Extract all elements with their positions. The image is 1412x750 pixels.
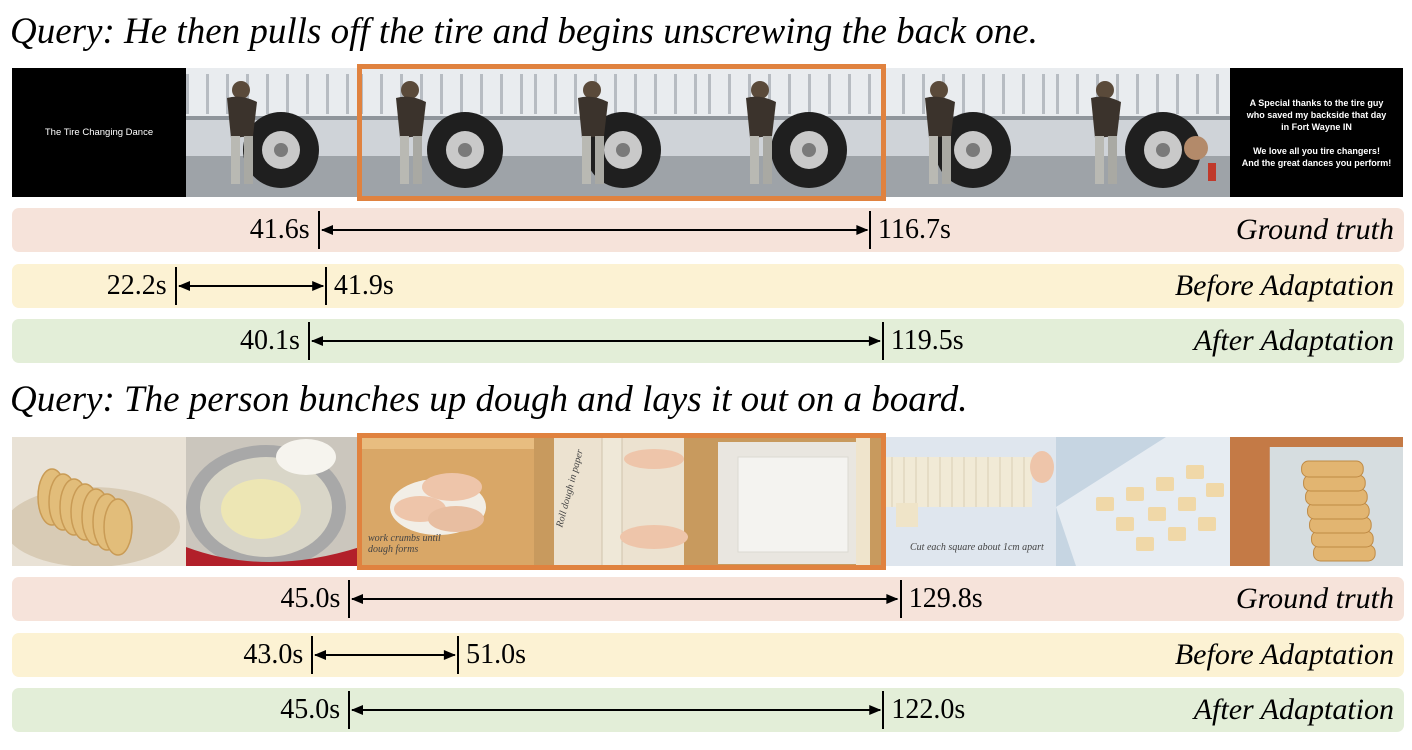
row-label: Before Adaptation bbox=[1174, 269, 1394, 302]
interval-start-time: 43.0s bbox=[243, 639, 304, 670]
row-before-adaptation-2: Before Adaptation 43.0s 51.0s bbox=[12, 633, 1404, 677]
frame-cookies-plate bbox=[12, 437, 186, 566]
interval-end-time: 129.8s bbox=[908, 583, 983, 614]
interval-end-tick bbox=[882, 691, 885, 729]
frame-caption: Cut each square about 1cm apart bbox=[910, 542, 1044, 553]
frame-title-card: The Tire Changing Dance bbox=[12, 68, 186, 197]
interval-end-time: 51.0s bbox=[466, 639, 527, 670]
ground-truth-highlight-box-2 bbox=[357, 433, 886, 570]
interval-end-time: 119.5s bbox=[890, 325, 964, 356]
query-2-text: Query: The person bunches up dough and l… bbox=[10, 379, 968, 420]
frame-tire-3 bbox=[534, 68, 708, 197]
frame-credits-card: A Special thanks to the tire guy who sav… bbox=[1230, 68, 1403, 197]
interval-arrow bbox=[351, 589, 899, 609]
frame-mixing-bowl bbox=[186, 437, 360, 566]
interval-arrow bbox=[177, 276, 324, 296]
frame-tire-6 bbox=[1056, 68, 1230, 197]
interval-start-time: 22.2s bbox=[106, 270, 167, 301]
interval-start-tick bbox=[317, 211, 320, 249]
row-label: Ground truth bbox=[1235, 213, 1394, 246]
interval-end-tick bbox=[899, 580, 902, 618]
row-label: After Adaptation bbox=[1193, 324, 1394, 357]
interval-end-tick bbox=[457, 636, 460, 674]
interval-start-tick bbox=[311, 636, 314, 674]
row-label: Ground truth bbox=[1235, 582, 1394, 615]
frame-cut-squares: Cut each square about 1cm apart bbox=[882, 437, 1056, 566]
interval-end-tick bbox=[869, 211, 872, 249]
frame-dough-hands: work crumbs until dough forms bbox=[360, 437, 534, 566]
row-after-adaptation-2: After Adaptation 45.0s 122.0s bbox=[12, 688, 1404, 732]
interval-arrow bbox=[310, 331, 881, 351]
row-ground-truth-1: Ground truth 41.6s 116.7s bbox=[12, 208, 1404, 252]
frame-tire-5 bbox=[882, 68, 1056, 197]
interval-start-time: 40.1s bbox=[240, 325, 300, 356]
interval-end-time: 122.0s bbox=[891, 694, 966, 725]
interval-arrow bbox=[314, 645, 457, 665]
frame-cookie-stack bbox=[1230, 437, 1403, 566]
frame-rolled-dough bbox=[708, 437, 882, 566]
video-frames-strip-2: work crumbs until dough forms Roll dough… bbox=[12, 433, 1403, 570]
row-label: Before Adaptation bbox=[1174, 638, 1394, 671]
row-before-adaptation-1: Before Adaptation 22.2s 41.9s bbox=[12, 264, 1404, 308]
video-frames-strip-1: The Tire Changing Dance A Special thanks… bbox=[12, 64, 1403, 201]
frame-tire-4 bbox=[708, 68, 882, 197]
row-label: After Adaptation bbox=[1193, 693, 1394, 726]
interval-start-tick bbox=[348, 691, 351, 729]
interval-start-time: 45.0s bbox=[280, 583, 341, 614]
credits-card-text: A Special thanks to the tire guy who sav… bbox=[1241, 97, 1392, 168]
frame-rolling-pin: Roll dough in paper bbox=[534, 437, 708, 566]
interval-end-tick bbox=[324, 267, 327, 305]
interval-start-tick bbox=[307, 322, 310, 360]
frame-caption: work crumbs until dough forms bbox=[368, 533, 441, 555]
interval-arrow bbox=[351, 700, 882, 720]
ground-truth-highlight-box-1 bbox=[357, 64, 886, 201]
interval-end-time: 41.9s bbox=[333, 270, 394, 301]
frame-tray-squares bbox=[1056, 437, 1230, 566]
frame-tire-2 bbox=[360, 68, 534, 197]
interval-start-time: 45.0s bbox=[280, 694, 341, 725]
query-1-text: Query: He then pulls off the tire and be… bbox=[10, 11, 1038, 52]
interval-end-time: 116.7s bbox=[878, 214, 951, 245]
row-after-adaptation-1: After Adaptation 40.1s 119.5s bbox=[12, 319, 1404, 363]
interval-end-tick bbox=[881, 322, 884, 360]
title-card-text: The Tire Changing Dance bbox=[44, 126, 154, 138]
interval-start-tick bbox=[348, 580, 351, 618]
interval-start-tick bbox=[174, 267, 177, 305]
interval-start-time: 41.6s bbox=[249, 214, 310, 245]
frame-tire-1 bbox=[186, 68, 360, 197]
row-ground-truth-2: Ground truth 45.0s 129.8s bbox=[12, 577, 1404, 621]
interval-arrow bbox=[320, 220, 869, 240]
